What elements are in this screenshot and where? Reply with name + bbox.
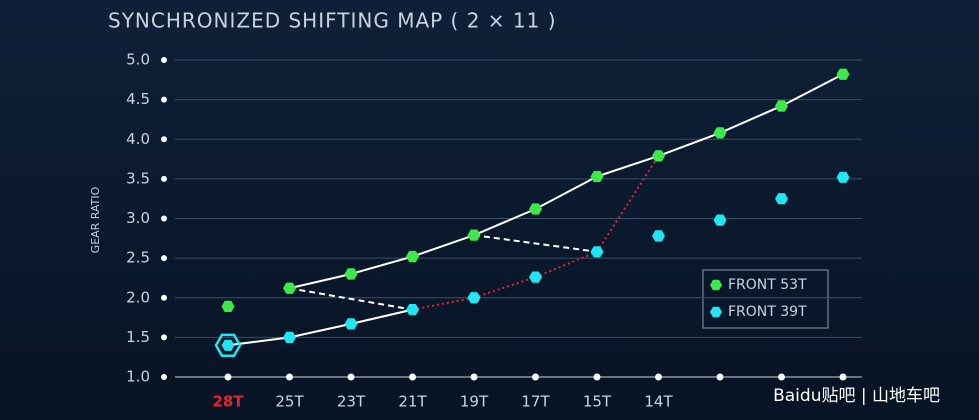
point bbox=[775, 193, 788, 205]
x-tick-mark bbox=[716, 373, 724, 381]
shift-line bbox=[289, 322, 352, 339]
point bbox=[221, 339, 235, 351]
x-tick-mark bbox=[778, 373, 785, 381]
y-tick-mark bbox=[161, 334, 167, 341]
point bbox=[836, 171, 850, 183]
x-tick-mark bbox=[593, 373, 601, 381]
point bbox=[283, 282, 296, 294]
y-tick-label: 4.5 bbox=[126, 90, 150, 108]
shift-line bbox=[350, 308, 413, 325]
legend-marker bbox=[710, 279, 722, 291]
legend-label: FRONT 39T bbox=[728, 304, 807, 320]
legend-box bbox=[702, 269, 829, 329]
shift-line bbox=[719, 105, 782, 134]
x-tick-label: 23T bbox=[337, 393, 366, 411]
point bbox=[344, 318, 358, 330]
point bbox=[406, 250, 419, 263]
shift-line bbox=[596, 154, 659, 178]
y-tick-mark bbox=[161, 374, 167, 380]
watermark: Baidu贴吧 | 山地车吧 bbox=[773, 386, 940, 406]
x-tick-mark bbox=[286, 373, 293, 381]
y-tick-label: 2.5 bbox=[126, 249, 150, 267]
legend-marker bbox=[710, 306, 722, 318]
shift-line bbox=[289, 287, 413, 311]
shift-line bbox=[596, 155, 660, 253]
x-tick-mark bbox=[655, 373, 662, 381]
shift-line bbox=[535, 175, 598, 210]
x-tick-mark bbox=[224, 373, 232, 381]
x-tick-mark bbox=[347, 373, 355, 381]
x-tick-label: 21T bbox=[398, 393, 427, 411]
point bbox=[652, 230, 665, 242]
shift-line bbox=[535, 250, 598, 279]
point bbox=[590, 170, 604, 183]
point bbox=[529, 203, 542, 215]
x-tick-label: 19T bbox=[460, 393, 489, 411]
shift-line bbox=[473, 208, 536, 237]
y-tick-label: 3.5 bbox=[126, 169, 150, 187]
x-tick-mark bbox=[470, 373, 478, 381]
y-tick-label: 4.0 bbox=[126, 130, 150, 148]
shift-line bbox=[473, 234, 598, 253]
y-tick-mark bbox=[161, 96, 167, 103]
y-tick-label: 1.5 bbox=[126, 328, 150, 346]
x-tick-mark bbox=[409, 373, 416, 381]
y-axis-label: GEAR RATIO bbox=[89, 186, 102, 253]
point bbox=[590, 246, 604, 258]
y-tick-mark bbox=[161, 136, 167, 143]
point bbox=[713, 214, 727, 226]
y-tick-label: 1.0 bbox=[126, 368, 150, 386]
y-tick-mark bbox=[161, 255, 167, 262]
x-tick-label: 15T bbox=[583, 393, 612, 411]
y-tick-label: 3.0 bbox=[126, 209, 150, 227]
y-tick-mark bbox=[161, 57, 167, 63]
shift-line bbox=[658, 131, 721, 157]
y-tick-label: 5.0 bbox=[126, 51, 150, 69]
point bbox=[467, 229, 481, 241]
point bbox=[529, 271, 542, 283]
legend-label: FRONT 53T bbox=[728, 277, 807, 293]
x-tick-label: 28T bbox=[212, 393, 244, 411]
x-tick-label: 25T bbox=[275, 393, 304, 411]
point bbox=[221, 300, 235, 313]
shift-line bbox=[412, 296, 475, 311]
point bbox=[652, 150, 665, 162]
y-tick-mark bbox=[161, 294, 167, 301]
highlight-ring bbox=[214, 333, 242, 357]
point bbox=[406, 304, 419, 316]
shift-line bbox=[781, 73, 844, 107]
point bbox=[775, 100, 788, 112]
point bbox=[283, 331, 296, 343]
x-tick-label: 17T bbox=[521, 393, 550, 411]
y-tick-mark bbox=[161, 175, 167, 182]
x-tick-mark bbox=[532, 373, 539, 381]
point bbox=[713, 127, 727, 139]
point bbox=[836, 68, 850, 80]
x-tick-mark bbox=[839, 373, 847, 381]
point bbox=[467, 292, 481, 304]
shift-line bbox=[289, 273, 352, 290]
y-tick-label: 2.0 bbox=[126, 288, 150, 306]
shift-line bbox=[350, 255, 413, 275]
point bbox=[344, 268, 358, 280]
chart-title: SYNCHRONIZED SHIFTING MAP ( 2 × 11 ) bbox=[108, 9, 557, 33]
shift-line bbox=[412, 234, 475, 258]
y-tick-mark bbox=[161, 215, 167, 222]
x-tick-label: 14T bbox=[644, 393, 673, 411]
shift-line bbox=[473, 276, 536, 299]
